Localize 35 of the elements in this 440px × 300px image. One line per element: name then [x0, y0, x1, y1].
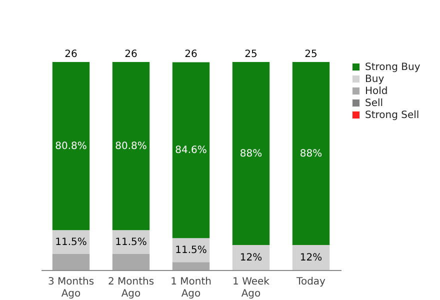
- data-label: 88%: [240, 148, 262, 160]
- data-label: 11.5%: [175, 245, 207, 256]
- legend-label: Strong Buy: [365, 62, 420, 73]
- x-tick-label: 1 Week Ago: [232, 276, 270, 300]
- data-label: 12%: [300, 252, 322, 264]
- data-label: 12%: [240, 252, 262, 264]
- legend-label: Strong Sell: [365, 110, 420, 121]
- x-tick-label: 2 Months Ago: [108, 276, 154, 300]
- bar: [172, 62, 210, 238]
- data-label: 80.8%: [115, 141, 147, 152]
- bar: [172, 262, 210, 270]
- bar: [112, 62, 150, 230]
- text: 25: [244, 49, 258, 60]
- bar: [232, 62, 270, 246]
- text: 25: [304, 49, 318, 60]
- text: 26: [64, 49, 78, 60]
- data-label: 88%: [300, 148, 322, 160]
- bar: [292, 245, 330, 270]
- legend-label: Buy: [365, 74, 384, 85]
- bar: [52, 62, 90, 230]
- x-tick-label: 1 Month Ago: [170, 276, 212, 300]
- bar: [112, 254, 150, 270]
- x-tick-label: 3 Months Ago: [48, 276, 94, 300]
- text: 26: [124, 49, 138, 60]
- bar: [232, 245, 270, 270]
- text: 26: [184, 49, 198, 60]
- data-label: 80.8%: [55, 141, 87, 152]
- data-label: 84.6%: [175, 145, 207, 156]
- bar: [292, 62, 330, 246]
- data-label: 11.5%: [55, 237, 87, 248]
- legend-label: Hold: [365, 86, 388, 97]
- x-tick-label: Today: [296, 276, 326, 288]
- legend-label: Sell: [365, 98, 384, 109]
- data-label: 11.5%: [115, 237, 147, 248]
- bar: [52, 254, 90, 270]
